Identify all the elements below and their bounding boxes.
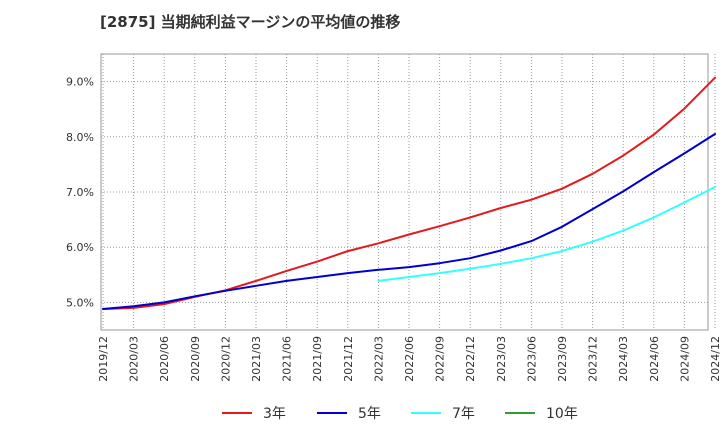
series-layer: [102, 76, 716, 310]
legend-label: 5年: [358, 406, 381, 422]
legend: 3年 5年 7年 10年: [222, 406, 578, 422]
x-tick-label: 2024/03: [617, 336, 630, 382]
x-tick-label: 2021/03: [250, 336, 263, 382]
x-tick-label: 2024/12: [709, 336, 720, 382]
x-tick-label: 2020/03: [128, 336, 141, 382]
x-tick-label: 2021/12: [342, 336, 355, 382]
x-tick-label: 2022/03: [372, 336, 385, 382]
x-tick-label: 2024/06: [648, 336, 661, 382]
x-tick-label: 2019/12: [97, 336, 110, 382]
x-tick-label: 2020/09: [189, 336, 202, 382]
x-tick-label: 2023/06: [525, 336, 538, 382]
x-tick-label: 2023/12: [587, 336, 600, 382]
x-tick-label: 2022/12: [464, 336, 477, 382]
legend-label: 3年: [263, 406, 286, 422]
x-tick-label: 2021/06: [281, 336, 294, 382]
x-tick-label: 2024/09: [678, 336, 691, 382]
y-tick-label: 8.0%: [66, 131, 94, 144]
x-tick-label: 2021/09: [311, 336, 324, 382]
x-tick-label: 2020/12: [219, 336, 232, 382]
y-tick-label: 7.0%: [66, 186, 94, 199]
legend-label: 7年: [452, 406, 475, 422]
axis-layer: 5.0% 6.0% 7.0% 8.0% 9.0% 2019/12 2020/03 2020/0…: [66, 76, 720, 382]
x-tick-label: 2023/03: [495, 336, 508, 382]
grid-layer: [101, 54, 716, 330]
y-tick-label: 5.0%: [66, 296, 94, 309]
x-tick-label: 2022/09: [434, 336, 447, 382]
y-tick-label: 6.0%: [66, 241, 94, 254]
x-tick-label: 2023/09: [556, 336, 569, 382]
series-line: [377, 186, 716, 282]
series-line: [102, 133, 716, 310]
chart-title: [2875] 当期純利益マージンの平均値の推移: [100, 13, 401, 31]
y-tick-label: 9.0%: [66, 76, 94, 89]
x-tick-label: 2020/06: [158, 336, 171, 382]
legend-label: 10年: [546, 406, 578, 422]
x-tick-label: 2022/06: [403, 336, 416, 382]
